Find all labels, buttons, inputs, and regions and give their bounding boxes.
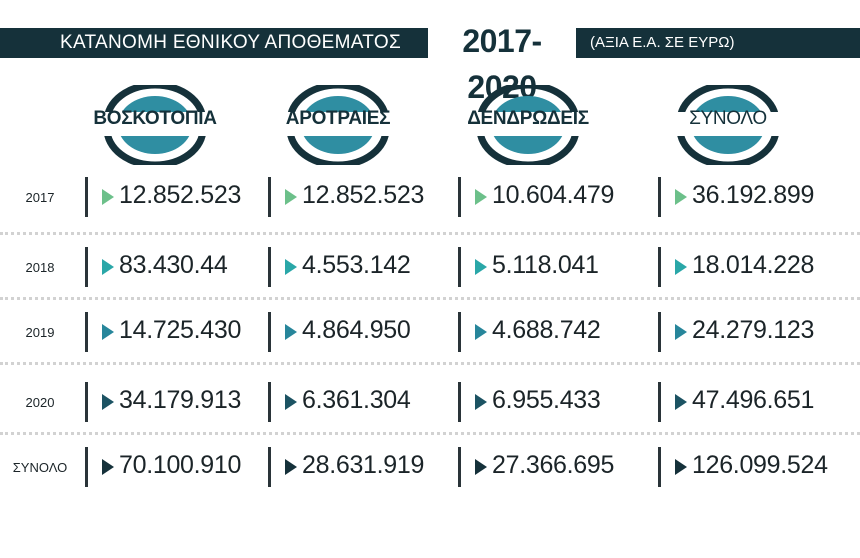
arrow-right-icon (675, 394, 687, 410)
arrow-right-icon (475, 324, 487, 340)
cell-divider (458, 312, 461, 352)
arrow-right-icon (102, 189, 114, 205)
arrow-right-icon (102, 259, 114, 275)
cell-divider (85, 247, 88, 287)
cell-value: 24.279.123 (692, 316, 815, 344)
cell-divider (85, 447, 88, 487)
arrow-right-icon (285, 189, 297, 205)
cell-value: 6.955.433 (492, 386, 601, 414)
cell-divider (658, 312, 661, 352)
cell-value: 4.688.742 (492, 316, 601, 344)
cell-divider (268, 247, 271, 287)
cell-value: 12.852.523 (119, 181, 242, 209)
row-label: 2017 (25, 190, 55, 205)
cell-divider (458, 382, 461, 422)
column-header-label: ΑΡΟΤΡΑΙΕΣ (285, 108, 391, 129)
cell-divider (458, 177, 461, 217)
cell-value: 36.192.899 (692, 181, 815, 209)
cell-divider (85, 177, 88, 217)
cell-divider (268, 447, 271, 487)
arrow-right-icon (675, 459, 687, 475)
column-header-4: ΣΥΝΟΛΟ (658, 85, 798, 165)
cell-divider (658, 247, 661, 287)
row-separator (0, 297, 860, 300)
row-label: 2019 (25, 325, 55, 340)
arrow-right-icon (475, 394, 487, 410)
cell-value: 70.100.910 (119, 451, 242, 479)
cell-divider (658, 447, 661, 487)
arrow-right-icon (475, 459, 487, 475)
cell-value: 27.366.695 (492, 451, 615, 479)
cell-divider (458, 247, 461, 287)
column-emblem-icon (658, 85, 798, 165)
column-header-2: ΑΡΟΤΡΑΙΕΣ (268, 85, 408, 165)
column-header-label: ΔΕΝΔΡΩΔΕΙΣ (467, 108, 589, 129)
cell-divider (85, 382, 88, 422)
row-separator (0, 432, 860, 435)
row-label: 2020 (25, 395, 55, 410)
cell-divider (458, 447, 461, 487)
arrow-right-icon (675, 324, 687, 340)
arrow-right-icon (475, 259, 487, 275)
cell-divider (85, 312, 88, 352)
row-label: 2018 (25, 260, 55, 275)
cell-value: 4.553.142 (302, 251, 411, 279)
arrow-right-icon (285, 394, 297, 410)
column-emblem-icon (458, 85, 598, 165)
row-separator (0, 232, 860, 235)
cell-divider (658, 177, 661, 217)
arrow-right-icon (675, 259, 687, 275)
cell-value: 5.118.041 (492, 251, 599, 279)
arrow-right-icon (102, 324, 114, 340)
cell-value: 10.604.479 (492, 181, 615, 209)
cell-value: 47.496.651 (692, 386, 815, 414)
row-label: ΣΥΝΟΛΟ (12, 460, 68, 475)
arrow-right-icon (475, 189, 487, 205)
cell-value: 34.179.913 (119, 386, 242, 414)
cell-value: 126.099.524 (692, 451, 828, 479)
cell-value: 28.631.919 (302, 451, 425, 479)
column-emblem-icon (268, 85, 408, 165)
arrow-right-icon (102, 459, 114, 475)
arrow-right-icon (675, 189, 687, 205)
cell-value: 12.852.523 (302, 181, 425, 209)
cell-divider (268, 382, 271, 422)
header-title: ΚΑΤΑΝΟΜΗ ΕΘΝΙΚΟΥ ΑΠΟΘΕΜΑΤΟΣ (60, 32, 401, 53)
cell-value: 14.725.430 (119, 316, 242, 344)
arrow-right-icon (285, 324, 297, 340)
row-separator (0, 362, 860, 365)
arrow-right-icon (285, 259, 297, 275)
cell-value: 83.430.44 (119, 251, 228, 279)
header-period-box: 2017-2020 (428, 18, 576, 105)
column-header-1: ΒΟΣΚΟΤΟΠΙΑ (85, 85, 225, 165)
column-emblem-icon (85, 85, 225, 165)
cell-divider (268, 312, 271, 352)
cell-value: 4.864.950 (302, 316, 411, 344)
column-header-3: ΔΕΝΔΡΩΔΕΙΣ (458, 85, 598, 165)
cell-divider (658, 382, 661, 422)
cell-value: 6.361.304 (302, 386, 411, 414)
arrow-right-icon (102, 394, 114, 410)
column-header-label: ΣΥΝΟΛΟ (689, 108, 767, 129)
cell-divider (268, 177, 271, 217)
header-note: (ΑΞΙΑ Ε.Α. ΣΕ ΕΥΡΩ) (590, 34, 735, 51)
cell-value: 18.014.228 (692, 251, 815, 279)
column-header-label: ΒΟΣΚΟΤΟΠΙΑ (93, 108, 217, 129)
arrow-right-icon (285, 459, 297, 475)
